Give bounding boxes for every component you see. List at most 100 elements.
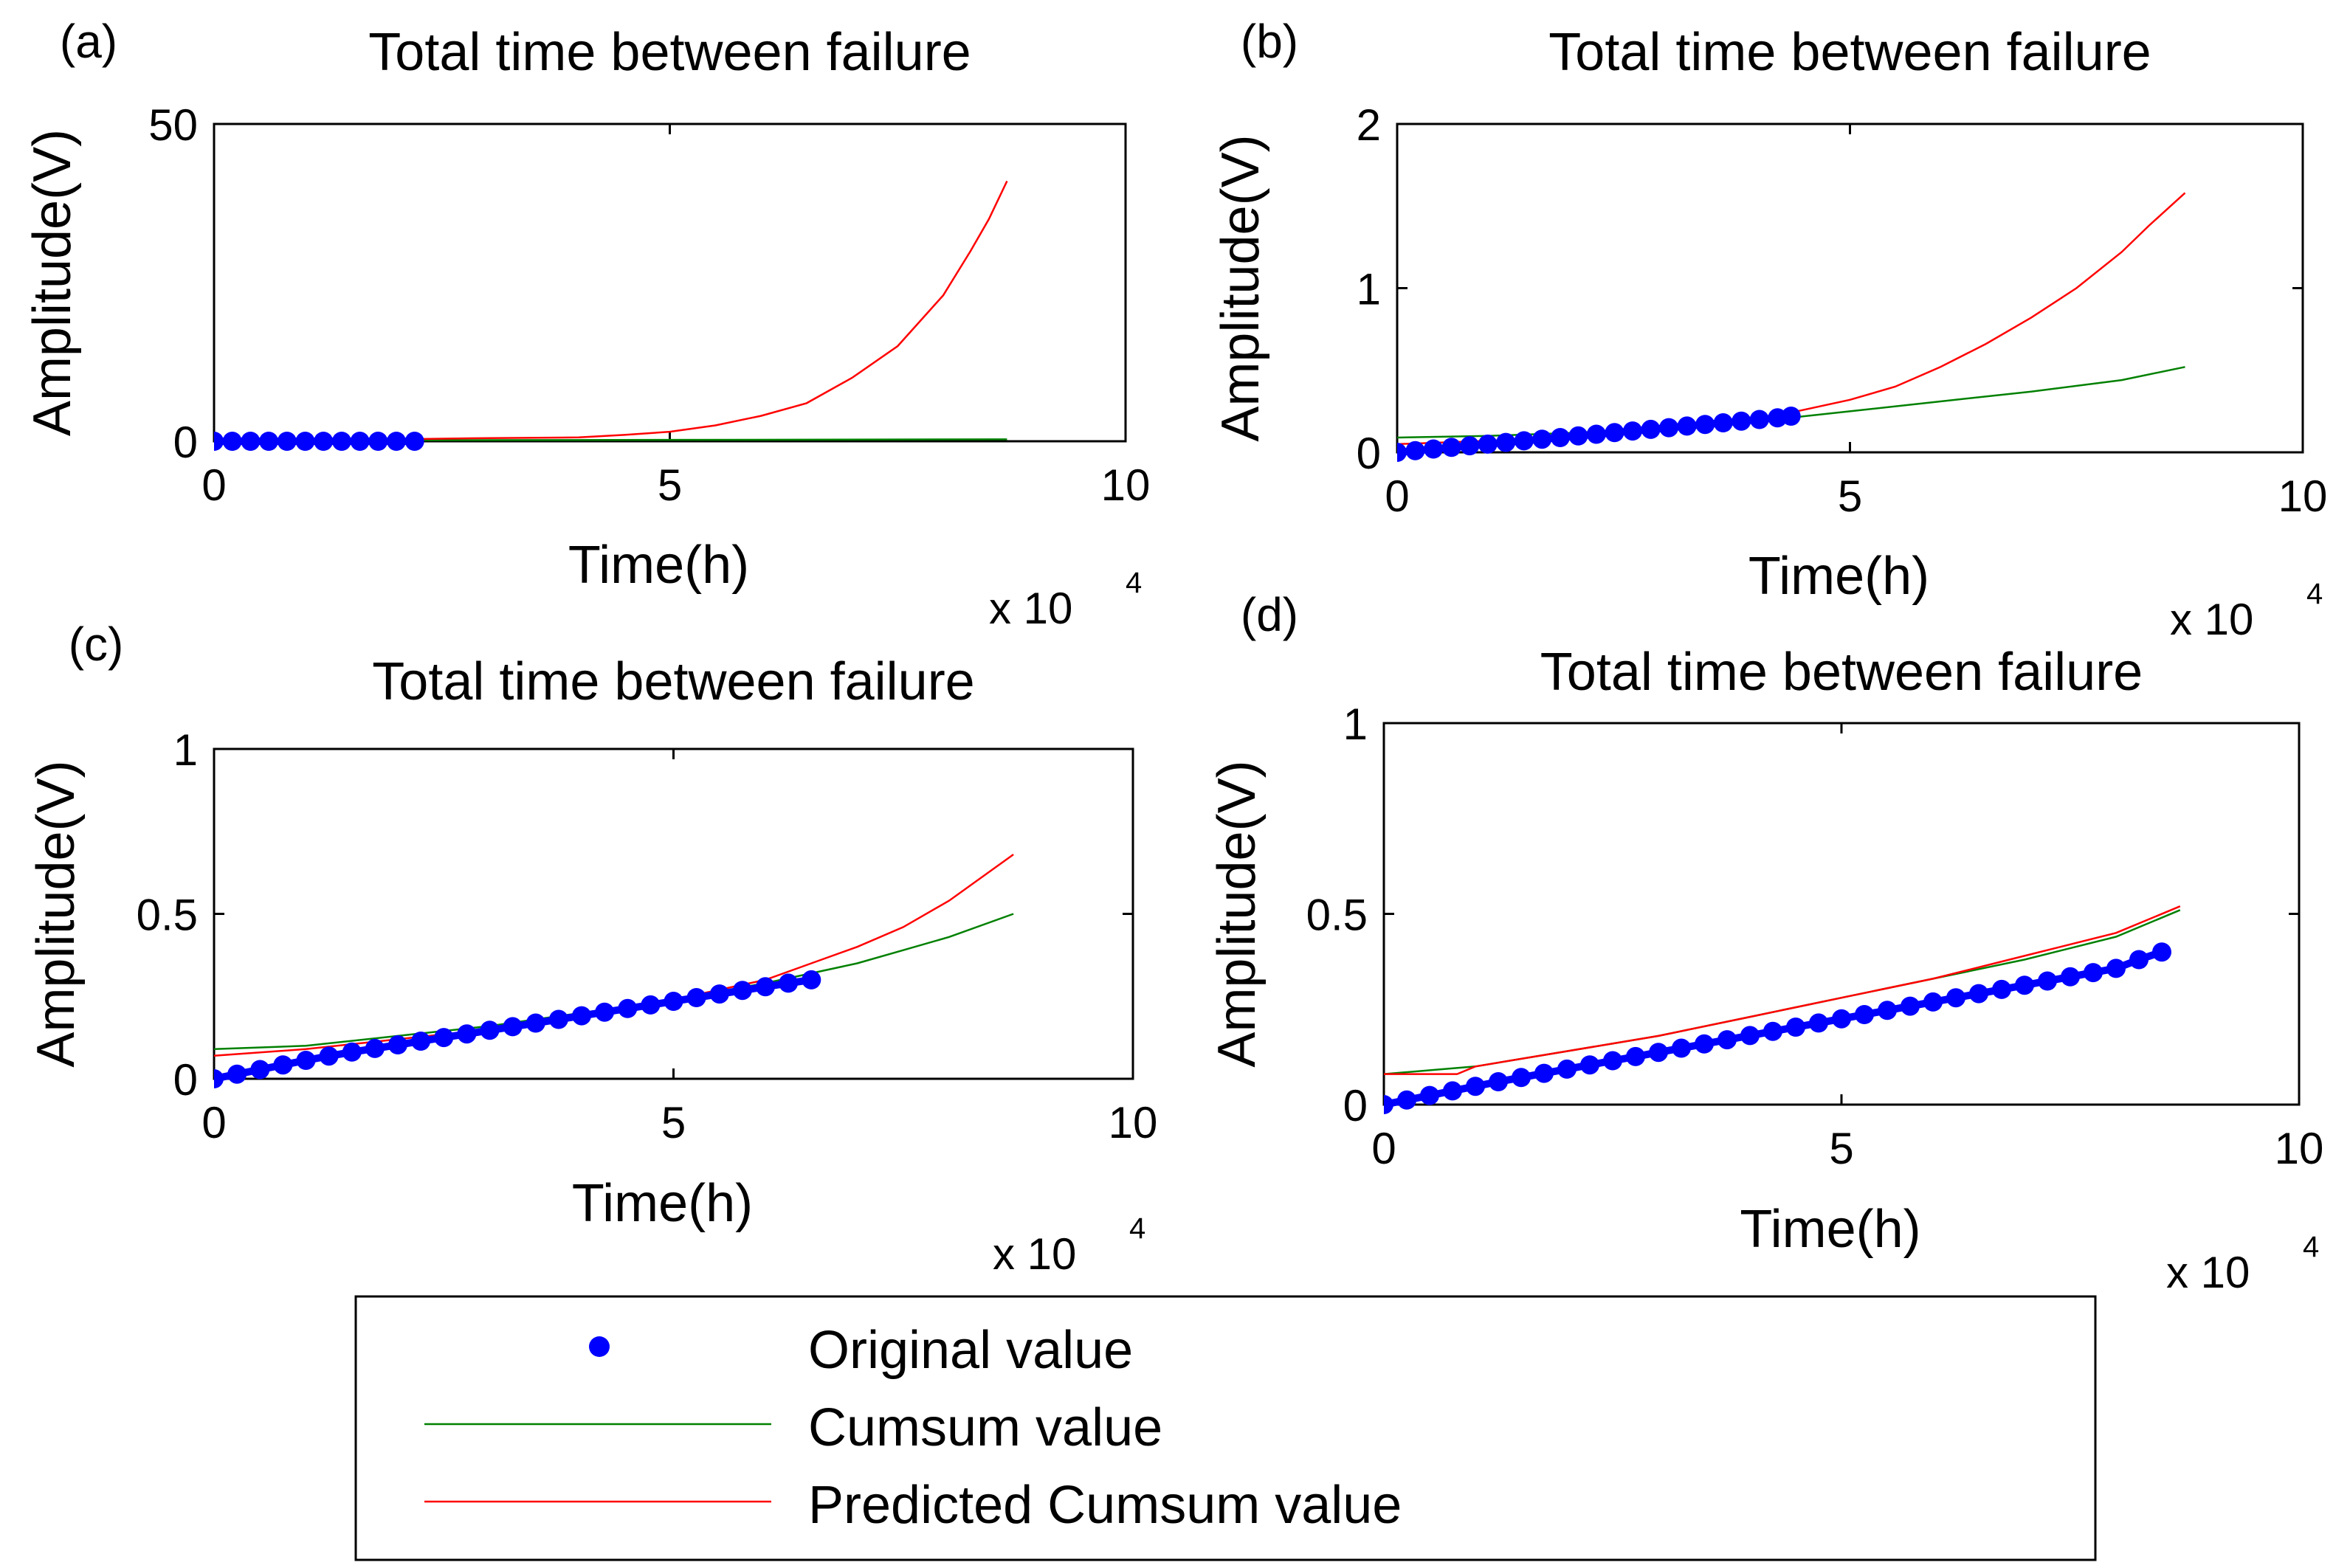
original-point (1695, 1034, 1714, 1054)
original-point (1740, 1026, 1760, 1046)
original-point (618, 998, 638, 1018)
original-point (365, 1038, 385, 1058)
x-tick-label: 5 (661, 1098, 686, 1147)
chart-title: Total time between failure (372, 652, 974, 711)
original-point (1992, 979, 2011, 999)
original-point (259, 432, 279, 451)
original-point (664, 992, 683, 1011)
original-point (1641, 419, 1661, 439)
original-point (1923, 992, 1943, 1012)
x-tick-label: 0 (1385, 472, 1409, 521)
original-point (1384, 1095, 1393, 1114)
original-point (2038, 971, 2057, 991)
original-point (1420, 1085, 1439, 1105)
x-tick-label: 5 (1829, 1124, 1853, 1173)
original-point (709, 984, 729, 1004)
original-point (1605, 423, 1624, 443)
x-exponent-power: 4 (2303, 1231, 2319, 1263)
original-point (1855, 1005, 1874, 1024)
original-point (595, 1002, 615, 1022)
original-point (1713, 413, 1733, 432)
original-point (1969, 984, 1988, 1004)
original-point (1405, 441, 1425, 460)
legend: Original value Cumsum value Predicted Cums… (354, 1295, 2097, 1561)
original-point (1786, 1018, 1805, 1037)
y-tick-label: 1 (1357, 265, 1381, 314)
plot-area (1382, 722, 2301, 1106)
original-point (1586, 424, 1606, 444)
original-point (331, 432, 351, 451)
y-tick-label: 0.5 (1306, 891, 1368, 940)
x-tick-label: 10 (1109, 1098, 1158, 1147)
original-point (2015, 975, 2034, 995)
original-point (411, 1032, 431, 1051)
panel-label: (a) (60, 15, 117, 68)
legend-label: Cumsum value (808, 1398, 1162, 1457)
original-point (1832, 1009, 1851, 1029)
original-point (2106, 959, 2126, 978)
y-axis-label: Amplitude(V) (1207, 760, 1267, 1067)
original-point (388, 1035, 407, 1054)
original-point (1568, 426, 1588, 446)
x-axis-label: Time(h) (568, 536, 749, 595)
legend-box (354, 1295, 2097, 1561)
original-point (1478, 434, 1498, 454)
series-group (214, 853, 1014, 1088)
original-point (227, 1064, 247, 1084)
chart-panel-d: 0 5 10 0 0.5 1 (d) Total time between failure Ti… (1207, 588, 2323, 1297)
x-exponent: x 10 (993, 1229, 1076, 1279)
plot-area (1396, 122, 2304, 454)
x-exponent-power: 4 (1129, 1212, 1145, 1245)
original-point (404, 432, 424, 451)
original-point (1672, 1038, 1691, 1058)
original-point (241, 432, 261, 451)
x-tick-label: 10 (1101, 460, 1151, 510)
original-point (1659, 418, 1679, 438)
x-axis-label: Time(h) (1740, 1200, 1920, 1259)
original-point (250, 1060, 270, 1080)
chart-title: Total time between failure (1548, 23, 2151, 82)
series-line-cumsum (1397, 366, 2185, 439)
y-axis-label: Amplitude(V) (27, 760, 86, 1067)
original-point (2129, 950, 2149, 970)
original-point (2084, 963, 2103, 983)
original-point (314, 432, 334, 451)
y-tick-label: 0 (173, 418, 198, 467)
panel-label: (b) (1241, 15, 1298, 68)
legend-marker-original (589, 1336, 610, 1357)
chart-title: Total time between failure (1540, 643, 2143, 702)
original-point (1550, 428, 1570, 447)
x-exponent: x 10 (2170, 595, 2253, 644)
original-point (1878, 1001, 1897, 1020)
series-group (214, 180, 1008, 451)
original-point (1557, 1059, 1577, 1079)
original-point (1732, 411, 1751, 431)
original-point (1623, 421, 1642, 441)
original-point (1649, 1043, 1668, 1063)
x-axis-label: Time(h) (572, 1174, 753, 1233)
original-point (342, 1042, 362, 1062)
original-point (1901, 996, 1920, 1016)
original-point (214, 1069, 224, 1088)
original-point (296, 1051, 316, 1070)
original-point (480, 1020, 500, 1040)
original-point (319, 1046, 339, 1066)
plot-area (213, 747, 1134, 1080)
original-point (214, 432, 224, 451)
original-point (295, 432, 315, 451)
original-point (686, 988, 706, 1007)
chart-panel-a: 0 5 10 0 50 (a) Total time between failure Time… (23, 15, 1150, 633)
x-tick-label: 0 (1371, 1124, 1396, 1173)
original-point (779, 973, 799, 993)
original-point (1749, 410, 1769, 429)
original-point (368, 432, 388, 451)
original-point (503, 1017, 523, 1037)
plot-area (213, 122, 1127, 443)
x-tick-label: 0 (201, 1098, 226, 1147)
series-group (1384, 905, 2181, 1114)
original-point (387, 432, 406, 451)
original-point (1489, 1072, 1508, 1091)
x-tick-label: 0 (201, 460, 226, 510)
original-point (222, 432, 242, 451)
x-tick-label: 10 (2278, 472, 2328, 521)
